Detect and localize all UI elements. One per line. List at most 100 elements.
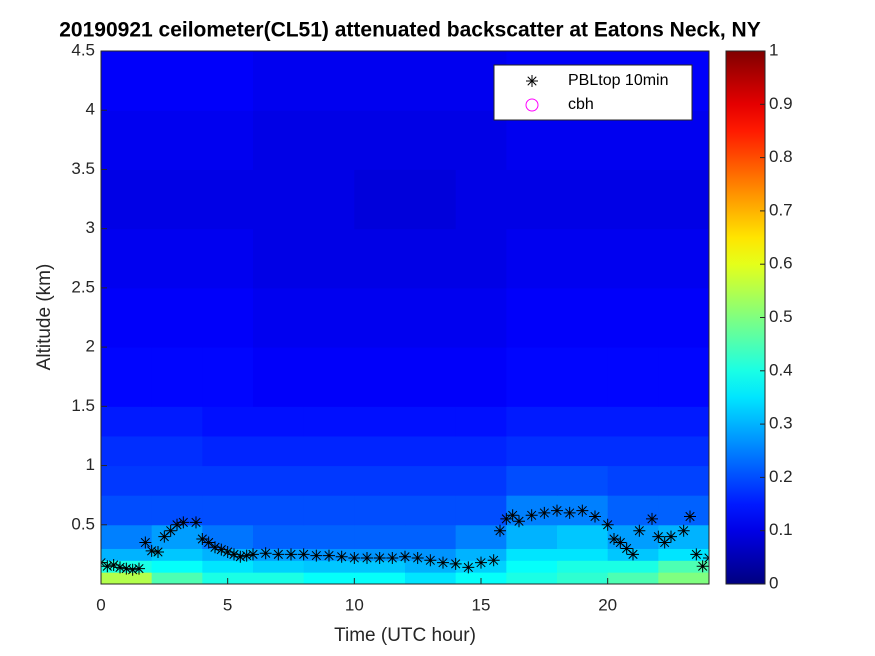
x-tick-label: 20 xyxy=(598,595,617,614)
heatmap-cell xyxy=(607,495,659,526)
pbl-marker xyxy=(323,549,335,562)
heatmap-cell xyxy=(354,495,406,526)
heatmap-cell xyxy=(405,524,457,549)
heatmap-cell xyxy=(151,287,203,348)
pbl-marker xyxy=(373,551,386,564)
heatmap-cell xyxy=(253,287,305,348)
colorbar-tick-label: 0.8 xyxy=(769,147,793,166)
heatmap-cell xyxy=(253,406,305,437)
chart-title: 20190921 ceilometer(CL51) attenuated bac… xyxy=(59,19,760,42)
pbl-marker xyxy=(114,561,126,574)
heatmap-cell xyxy=(151,560,203,573)
colorbar-tick-label: 0 xyxy=(769,573,778,592)
y-tick-label: 4.5 xyxy=(71,40,95,59)
y-tick-label: 1 xyxy=(86,455,95,474)
pbl-marker xyxy=(158,530,171,543)
y-axis-label: Altitude (km) xyxy=(34,264,55,371)
colorbar-tick-label: 0.6 xyxy=(769,254,793,273)
y-tick-label: 2.5 xyxy=(71,277,95,296)
pbl-marker xyxy=(677,524,690,537)
heatmap-cell xyxy=(506,572,558,584)
colorbar-tick-label: 0.1 xyxy=(769,520,793,539)
pbl-marker xyxy=(272,548,285,561)
heatmap-cell xyxy=(303,572,355,584)
heatmap-cell xyxy=(658,169,709,230)
pbl-marker xyxy=(221,546,234,559)
heatmap-cell xyxy=(202,169,254,230)
heatmap-cell xyxy=(506,228,558,289)
colorbar-tick-label: 0.3 xyxy=(769,414,793,433)
heatmap-cell xyxy=(455,465,507,496)
pbl-marker xyxy=(133,562,145,575)
pbl-marker xyxy=(399,550,411,563)
heatmap-cell xyxy=(354,51,406,111)
heatmap-cell xyxy=(101,465,153,496)
heatmap-cell xyxy=(405,110,457,170)
pbl-marker xyxy=(335,550,348,563)
pbl-marker xyxy=(513,515,525,528)
heatmap-cell xyxy=(557,548,609,561)
heatmap-cell xyxy=(658,572,709,584)
heatmap-cell xyxy=(354,110,406,170)
pbl-marker xyxy=(145,544,158,557)
pbl-marker xyxy=(285,548,297,561)
heatmap-cell xyxy=(253,228,305,289)
heatmap-cell xyxy=(405,287,457,348)
pbl-marker xyxy=(361,551,373,564)
heatmap-cell xyxy=(658,347,709,407)
heatmap-cell xyxy=(405,572,457,584)
heatmap-cell xyxy=(202,524,254,549)
heatmap-cell xyxy=(101,347,153,407)
pbl-marker xyxy=(646,512,658,525)
heatmap-cell xyxy=(506,548,558,561)
pbl-marker xyxy=(228,548,240,561)
heatmap-cell xyxy=(455,347,507,407)
pbl-marker xyxy=(297,548,310,561)
heatmap-cell xyxy=(151,51,203,111)
pbl-marker xyxy=(449,557,462,570)
heatmap-cell xyxy=(202,110,254,170)
heatmap-cell xyxy=(303,495,355,526)
heatmap-cell xyxy=(151,228,203,289)
heatmap-cell xyxy=(101,524,153,549)
heatmap-cell xyxy=(455,169,507,230)
pbl-marker xyxy=(506,509,519,522)
pbl-marker xyxy=(475,556,487,569)
heatmap-cell xyxy=(303,465,355,496)
heatmap-cell xyxy=(658,406,709,437)
heatmap-cell xyxy=(202,406,254,437)
pbl-marker xyxy=(608,532,620,545)
pbl-marker xyxy=(633,524,646,537)
pbl-marker xyxy=(164,524,177,537)
heatmap-cell xyxy=(101,51,153,111)
heatmap-cell xyxy=(607,560,659,573)
pbl-marker xyxy=(386,551,399,564)
pbl-marker xyxy=(202,536,215,549)
heatmap-cell xyxy=(303,560,355,573)
heatmap-cell xyxy=(557,406,609,437)
pbl-marker xyxy=(177,516,190,529)
y-tick-label: 0.5 xyxy=(71,514,95,533)
pbl-marker xyxy=(171,518,183,531)
heatmap-cell xyxy=(354,347,406,407)
heatmap-cell xyxy=(202,435,254,467)
heatmap-cell xyxy=(303,524,355,549)
pbl-marker xyxy=(259,547,272,560)
heatmap-cell xyxy=(405,495,457,526)
pbl-marker xyxy=(684,510,696,523)
heatmap-cell xyxy=(405,406,457,437)
heatmap-cell xyxy=(557,572,609,584)
pbl-marker xyxy=(627,548,639,561)
heatmap-cell xyxy=(354,228,406,289)
pbl-marker xyxy=(209,541,221,554)
colorbar-tick-label: 1 xyxy=(769,40,778,59)
heatmap-cell xyxy=(607,228,659,289)
heatmap-cell xyxy=(405,347,457,407)
heatmap-cell xyxy=(202,465,254,496)
pbl-marker xyxy=(525,509,538,522)
pbl-marker xyxy=(658,536,671,549)
heatmap-cell xyxy=(506,465,558,496)
y-tick-label: 4 xyxy=(86,100,95,119)
pbl-marker xyxy=(240,549,253,562)
